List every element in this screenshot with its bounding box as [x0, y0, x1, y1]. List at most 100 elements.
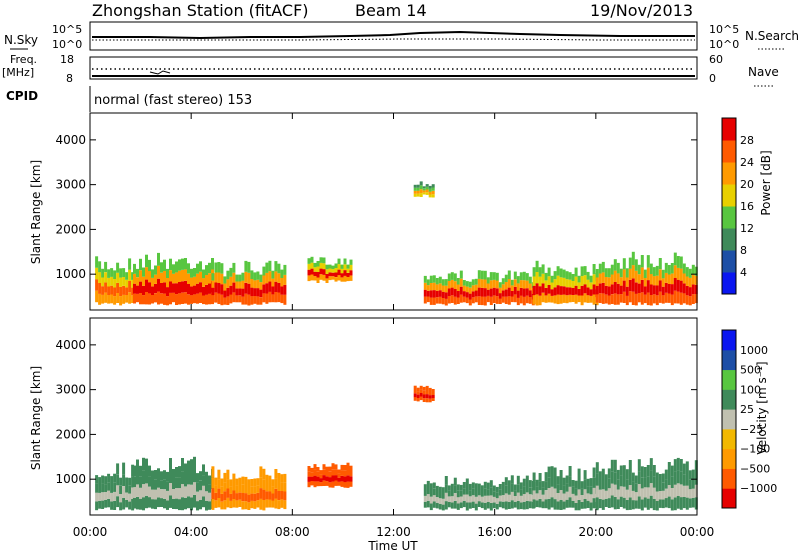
cpid-text: normal (fast stereo) 153 — [94, 93, 252, 108]
vel-cell — [453, 500, 457, 509]
vel-cell — [419, 396, 423, 401]
vel-cell — [331, 463, 335, 470]
power-cell — [113, 287, 117, 297]
power-cell — [145, 292, 148, 305]
power-cell — [504, 282, 508, 290]
power-cell — [456, 278, 460, 285]
vel-cell — [331, 469, 335, 476]
vel-cell — [477, 501, 481, 507]
vel-cell — [310, 481, 314, 486]
power-cell — [199, 282, 202, 293]
power-cell — [441, 279, 445, 286]
power-cell — [679, 280, 683, 293]
power-cell — [435, 278, 439, 285]
vel-cell — [535, 493, 539, 501]
vel-cell — [325, 471, 329, 477]
vel-cell — [519, 489, 523, 496]
vel-cell — [208, 475, 211, 485]
power-cell — [685, 267, 689, 277]
ytick-label: 2000 — [55, 222, 86, 236]
power-cell — [131, 295, 135, 303]
vel-cell — [247, 479, 251, 487]
vel-cell — [522, 494, 526, 502]
power-cell — [154, 293, 157, 303]
power-cell — [598, 263, 602, 274]
vel-cell — [516, 492, 520, 501]
power-cell — [541, 264, 545, 274]
power-cell — [187, 273, 190, 284]
power-cell — [307, 275, 311, 282]
vel-cell — [637, 459, 641, 472]
vel-cell — [474, 503, 478, 511]
colorbar-swatch — [722, 184, 736, 207]
power-cell — [682, 293, 686, 304]
vel-cell — [604, 474, 608, 483]
vel-cell — [175, 498, 178, 510]
vel-cell — [513, 484, 517, 491]
power-cell — [119, 286, 123, 297]
power-cell — [325, 264, 329, 270]
power-cell — [649, 263, 653, 275]
vel-cell — [586, 500, 590, 508]
power-cell — [98, 272, 102, 283]
power-cell — [316, 261, 320, 267]
vel-cell — [643, 477, 647, 488]
vel-cell — [483, 495, 487, 503]
power-cell — [516, 276, 520, 284]
power-cell — [334, 277, 338, 282]
power-cell — [151, 286, 154, 295]
power-cell — [199, 271, 202, 283]
vel-cell — [313, 481, 317, 488]
power-cell — [658, 258, 662, 270]
power-cell — [244, 293, 248, 305]
power-cell — [113, 270, 117, 279]
power-cell — [577, 295, 581, 303]
vel-cell — [432, 488, 436, 496]
vel-cell — [313, 475, 317, 482]
vel-cell — [110, 501, 114, 510]
vel-cell — [667, 473, 671, 485]
vel-cell — [468, 490, 472, 497]
vel-cell — [250, 479, 254, 487]
power-cell — [691, 264, 695, 275]
power-cell — [307, 269, 311, 276]
velocity-ylabel: Slant Range [km] — [29, 366, 43, 470]
vel-cell — [202, 464, 205, 476]
vel-cell — [589, 486, 593, 495]
vel-echo-block — [307, 462, 353, 488]
power-cell — [211, 287, 215, 296]
vel-cell — [113, 500, 117, 510]
power-cell — [625, 295, 629, 306]
vel-cell — [337, 469, 341, 474]
power-cell — [595, 277, 599, 286]
vel-cell — [583, 470, 587, 480]
vel-cell — [562, 493, 566, 502]
vel-cell — [664, 479, 668, 489]
vel-cell — [98, 500, 102, 509]
vel-cell — [435, 497, 439, 503]
power-cell — [265, 262, 269, 273]
vel-cell — [247, 494, 251, 503]
vel-cell — [229, 500, 233, 509]
vel-cell — [559, 490, 563, 500]
power-cell — [450, 287, 454, 296]
power-cell — [532, 267, 536, 277]
vel-cell — [280, 482, 284, 491]
vel-cell — [154, 479, 157, 490]
vel-cell — [343, 482, 347, 488]
xtick-label: 04:00 — [174, 525, 209, 539]
power-cell — [447, 281, 451, 289]
power-cell — [343, 258, 347, 265]
power-cell — [604, 268, 608, 277]
power-cell — [157, 291, 160, 305]
vel-cell — [328, 471, 332, 478]
power-cell — [498, 287, 502, 294]
power-cell — [637, 274, 641, 284]
power-cell — [196, 273, 199, 284]
vel-cell — [136, 459, 139, 472]
power-cell — [110, 268, 114, 277]
vel-cell — [610, 495, 614, 508]
power-cell — [95, 256, 99, 268]
power-cell — [450, 295, 454, 303]
